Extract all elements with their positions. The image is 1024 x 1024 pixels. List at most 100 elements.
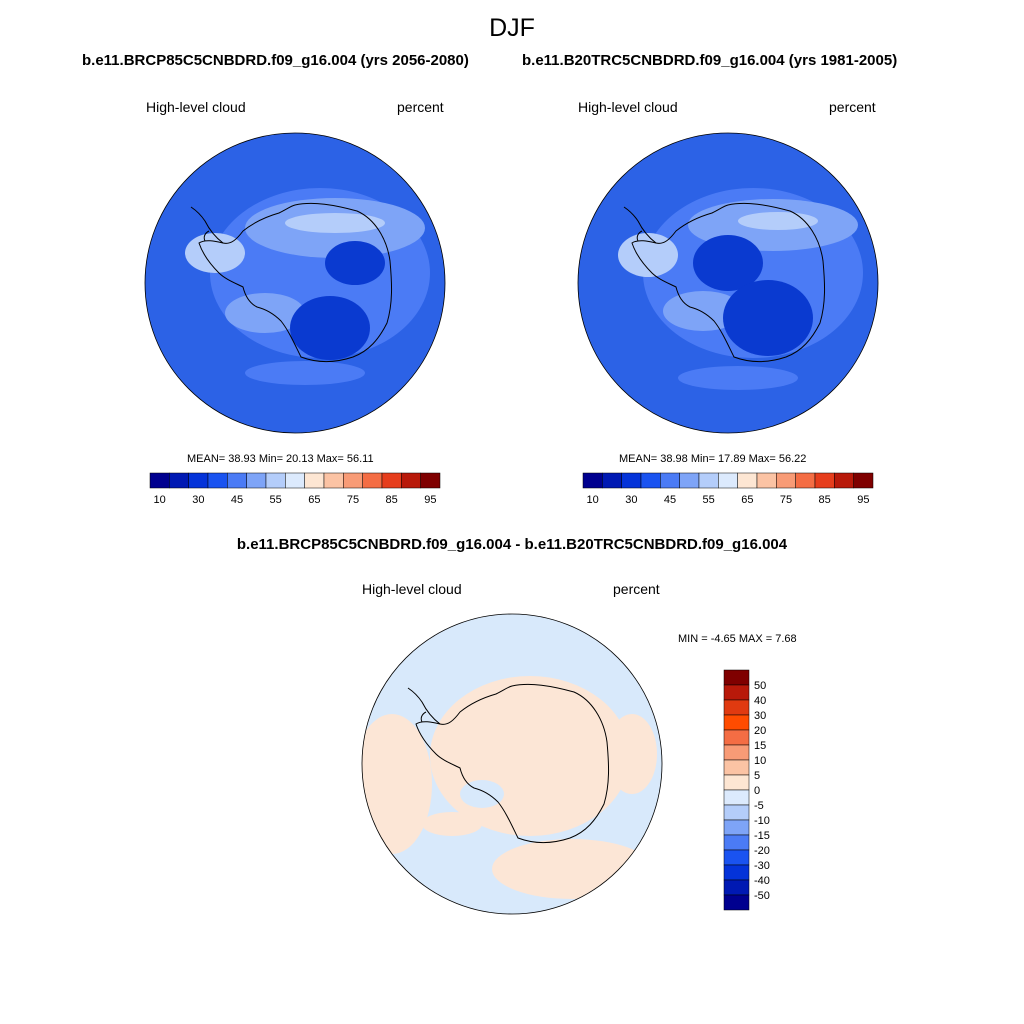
colorbar-swatch [660,472,680,489]
colorbar-tick-label: 65 [741,494,753,506]
colorbar-swatch [776,472,796,489]
colorbar-swatch [698,472,719,489]
colorbar-swatch [723,804,750,821]
colorbar-swatch [246,472,267,489]
colorbar-tick-label: -30 [754,860,770,872]
colorbar-swatch [420,472,441,489]
colorbar-swatch [723,774,750,791]
colorbar-swatch [718,472,738,489]
colorbar-tick-label: 10 [754,755,766,767]
colorbar-right: 10 30 45 55 65 75 85 95 [582,472,874,506]
colorbar-tick-label: 55 [703,494,715,506]
map-right [578,133,878,433]
colorbar-swatch [149,472,170,489]
colorbar-swatch [343,472,363,489]
colorbar-swatch [285,472,305,489]
colorbar-swatch [853,472,874,489]
map-difference [362,614,662,914]
colorbar-swatch [227,472,247,489]
colorbar-tick-label: 45 [231,494,243,506]
colorbar-tick-label: 20 [754,725,766,737]
map-difference-border [361,613,663,915]
panel-right-title: b.e11.B20TRC5CNBDRD.f09_g16.004 (yrs 198… [522,52,898,69]
colorbar-swatch [723,729,750,746]
colorbar-swatch [381,472,402,489]
figure-title: DJF [489,14,535,42]
colorbar-tick-label: 0 [754,785,760,797]
colorbar-tick-label: 95 [424,494,436,506]
colorbar-swatch [723,879,750,896]
colorbar-swatch [640,472,661,489]
colorbar-swatch [723,894,750,911]
panel-left-title: b.e11.BRCP85C5CNBDRD.f09_g16.004 (yrs 20… [82,52,469,69]
colorbar-tick-label: 75 [347,494,359,506]
colorbar-tick-label: 30 [625,494,637,506]
colorbar-swatch [737,472,758,489]
colorbar-swatch [723,864,750,881]
colorbar-tick-label: 55 [270,494,282,506]
colorbar-tick-label: 45 [664,494,676,506]
colorbar-tick-label: -5 [754,800,764,812]
map-left [145,133,445,433]
colorbar-swatch [207,472,228,489]
colorbar-tick-label: 30 [754,710,766,722]
colorbar-left: 10 30 45 55 65 75 85 95 [149,472,441,506]
colorbar-swatch [814,472,835,489]
colorbar-tick-label: -50 [754,890,770,902]
panel-right-units-label: percent [829,99,876,115]
panel-left-units-label: percent [397,99,444,115]
colorbar-tick-label: 10 [587,494,599,506]
difference-stats: MIN = -4.65 MAX = 7.68 [678,633,797,645]
colorbar-tick-label: 30 [192,494,204,506]
colorbar-swatch [169,472,189,489]
colorbar-swatch [723,834,750,851]
colorbar-swatch [621,472,642,489]
colorbar-tick-label: 10 [154,494,166,506]
colorbar-swatch [795,472,816,489]
colorbar-tick-label: -40 [754,875,770,887]
colorbar-swatch [723,699,750,716]
panel-left-variable-label: High-level cloud [146,99,246,115]
difference-units-label: percent [613,581,660,597]
colorbar-swatch [602,472,622,489]
colorbar-tick-label: 50 [754,680,766,692]
colorbar-tick-label: -10 [754,815,770,827]
colorbar-swatch [401,472,421,489]
colorbar-swatch [723,744,750,761]
colorbar-swatch [723,759,750,776]
colorbar-swatch [834,472,854,489]
colorbar-swatch [323,472,344,489]
colorbar-tick-label: -20 [754,845,770,857]
panel-right-variable-label: High-level cloud [578,99,678,115]
colorbar-tick-label: 15 [754,740,766,752]
colorbar-swatch [723,714,750,731]
difference-title: b.e11.BRCP85C5CNBDRD.f09_g16.004 - b.e11… [236,536,788,553]
map-right-border [577,132,879,434]
colorbar-tick-label: 75 [780,494,792,506]
colorbar-tick-label: -15 [754,830,770,842]
colorbar-swatch [723,819,750,836]
colorbar-swatch [188,472,209,489]
difference-variable-label: High-level cloud [362,581,462,597]
colorbar-swatch [756,472,777,489]
colorbar-tick-label: 5 [754,770,760,782]
colorbar-swatch [723,849,750,866]
colorbar-tick-label: 40 [754,695,766,707]
colorbar-swatch [723,684,750,701]
panel-right-stats: MEAN= 38.98 Min= 17.89 Max= 56.22 [619,453,807,465]
colorbar-tick-label: 85 [386,494,398,506]
panel-left-stats: MEAN= 38.93 Min= 20.13 Max= 56.11 [187,453,374,465]
colorbar-swatch [265,472,286,489]
map-left-border [144,132,446,434]
colorbar-swatch [679,472,700,489]
colorbar-tick-label: 65 [308,494,320,506]
colorbar-swatch [723,789,750,806]
colorbar-swatch [304,472,325,489]
colorbar-tick-label: 85 [819,494,831,506]
colorbar-swatch [582,472,603,489]
colorbar-tick-label: 95 [857,494,869,506]
colorbar-swatch [723,669,750,686]
colorbar-swatch [362,472,383,489]
